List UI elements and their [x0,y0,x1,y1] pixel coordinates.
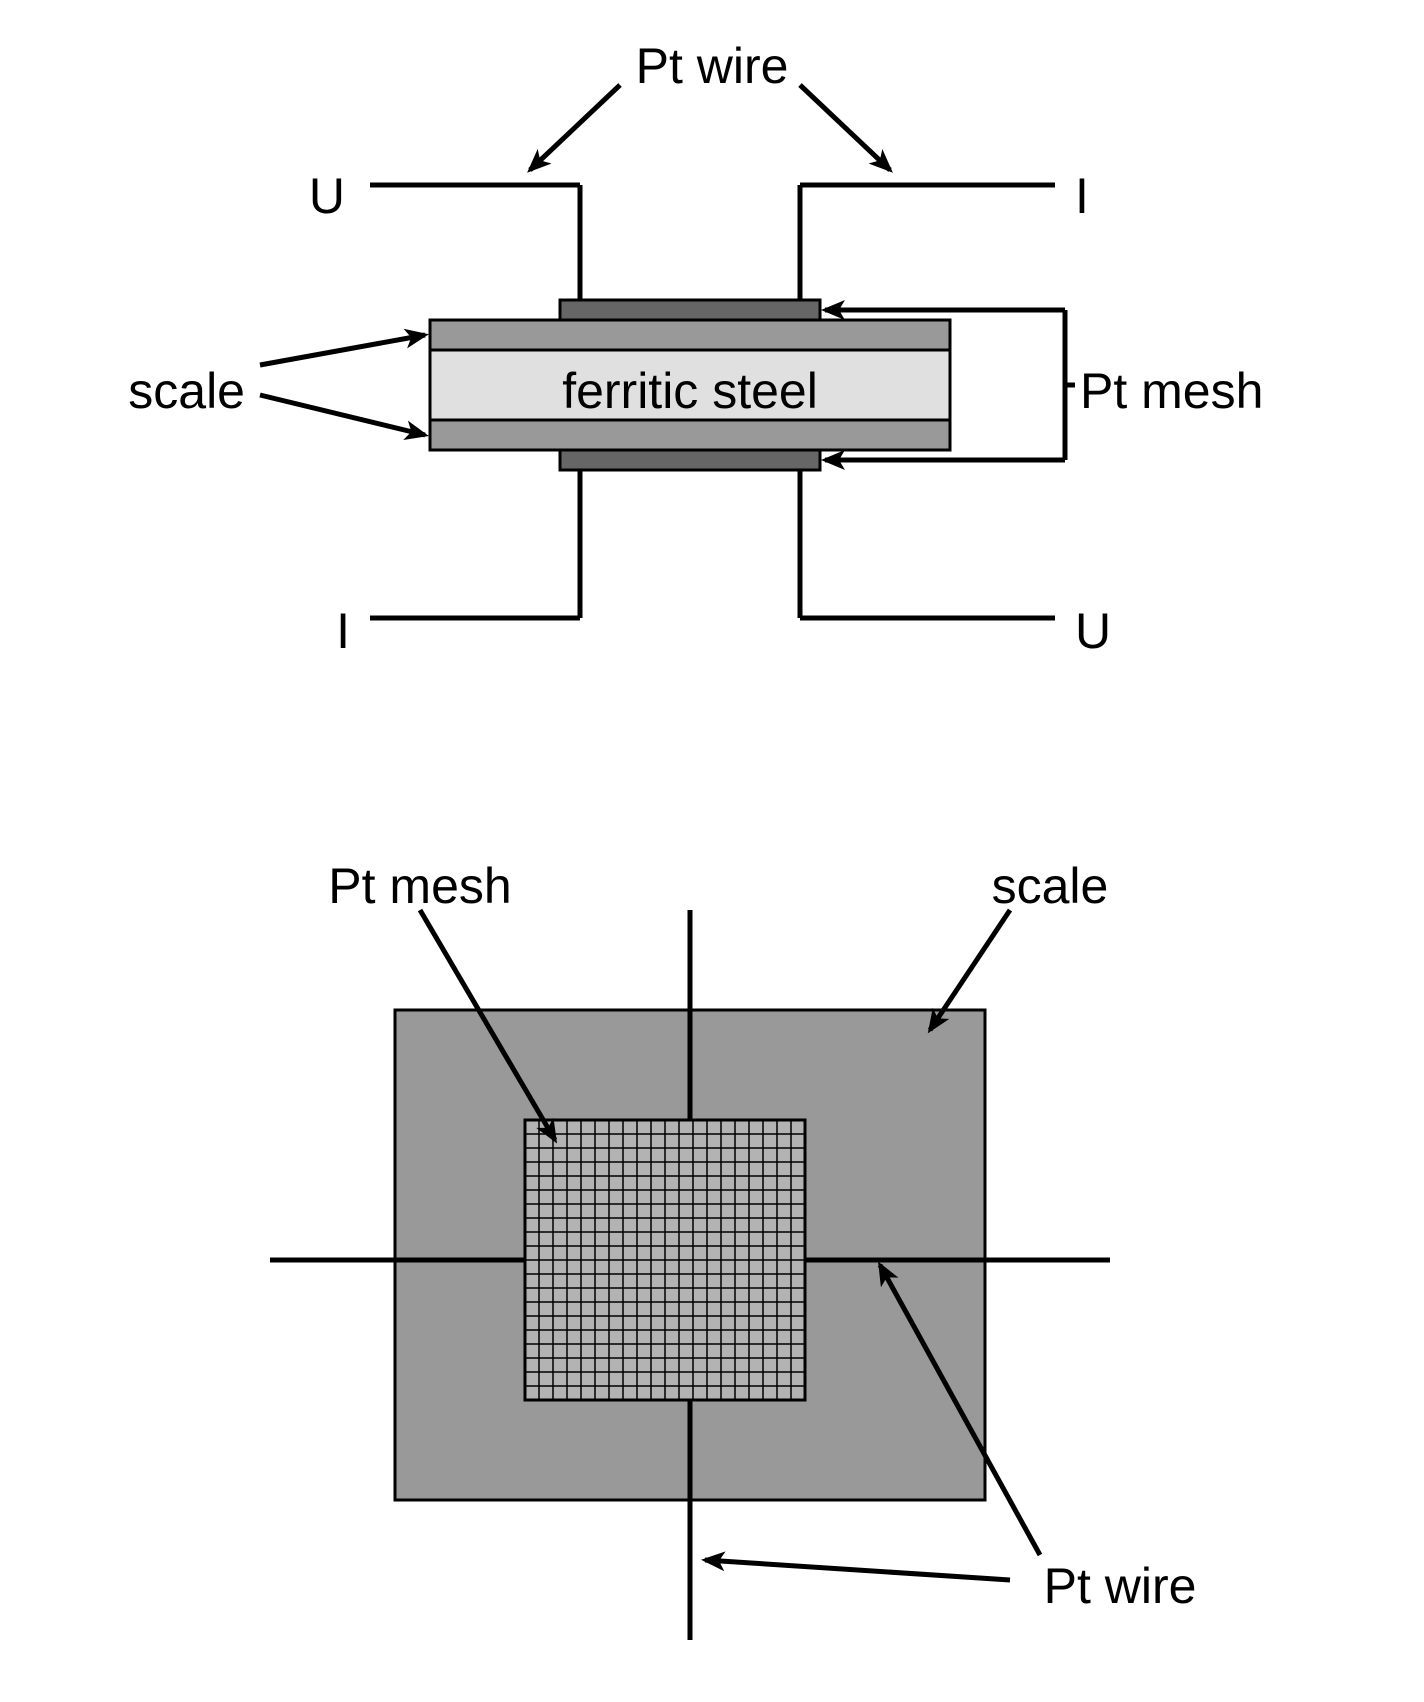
mesh-grid [525,1120,805,1400]
label-scale: scale [128,363,245,419]
pt-mesh-top [560,300,820,320]
arrow-pt_wire_to_right [800,85,890,170]
label-u-top-left: U [309,168,345,224]
diagram-container: Pt wire U Iscale ferritic steel Pt mesh I U Pt … [0,0,1424,1702]
label-pt-wire-bottom: Pt wire [1044,1558,1197,1614]
label-ferritic-steel: ferritic steel [562,363,818,419]
scale-top-layer [430,320,950,350]
arrow-pt_wire_to_left [530,85,620,170]
label-i-bottom-left: I [336,603,350,659]
label-pt-wire-top: Pt wire [636,38,789,94]
label-pt-mesh-bottom: Pt mesh [328,858,511,914]
arrow-scale_to_top [260,335,425,365]
pt-mesh-bottom [560,450,820,470]
arrow-scale_to_bottom [260,395,425,435]
arrow-bottom-pt_wire_to_bottom [705,1560,1010,1580]
scale-bottom-layer [430,420,950,450]
label-pt-mesh: Pt mesh [1080,363,1263,419]
label-i-top-right: I [1075,168,1089,224]
label-scale-bottom: scale [992,858,1109,914]
label-u-bottom-right: U [1075,603,1111,659]
